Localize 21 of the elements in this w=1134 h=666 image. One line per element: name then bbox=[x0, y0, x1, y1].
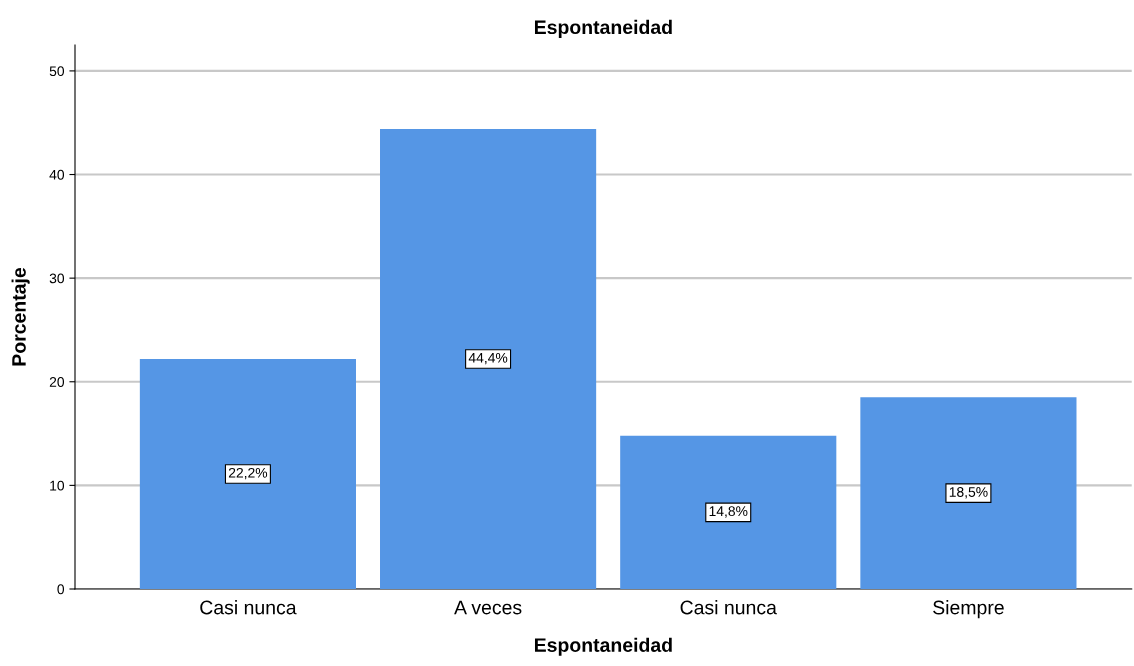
data-label: 14,8% bbox=[709, 506, 748, 518]
x-tick-label: Casi nunca bbox=[680, 600, 777, 615]
y-tick-label: 10 bbox=[50, 480, 65, 491]
data-label: 18,5% bbox=[949, 487, 988, 499]
x-tick-label: A veces bbox=[454, 600, 522, 615]
x-tick-label: Casi nunca bbox=[200, 600, 297, 615]
bar bbox=[860, 397, 1077, 589]
y-axis-title: Porcentaje bbox=[11, 267, 30, 366]
y-tick-label: 40 bbox=[49, 169, 65, 180]
bar bbox=[139, 358, 356, 589]
y-tick-label: 20 bbox=[49, 377, 65, 387]
y-tick-label: 0 bbox=[57, 584, 65, 595]
chart-title: Espontaneidad bbox=[534, 19, 672, 38]
bar bbox=[620, 435, 837, 589]
data-label: 44,4% bbox=[468, 352, 508, 365]
y-tick-label: 50 bbox=[49, 66, 65, 77]
bar bbox=[380, 128, 597, 589]
x-axis-title: Espontaneidad bbox=[534, 637, 672, 656]
data-label: 22,2% bbox=[228, 467, 268, 480]
y-tick-label: 30 bbox=[49, 273, 65, 284]
x-tick-label: Siempre bbox=[933, 600, 1004, 619]
